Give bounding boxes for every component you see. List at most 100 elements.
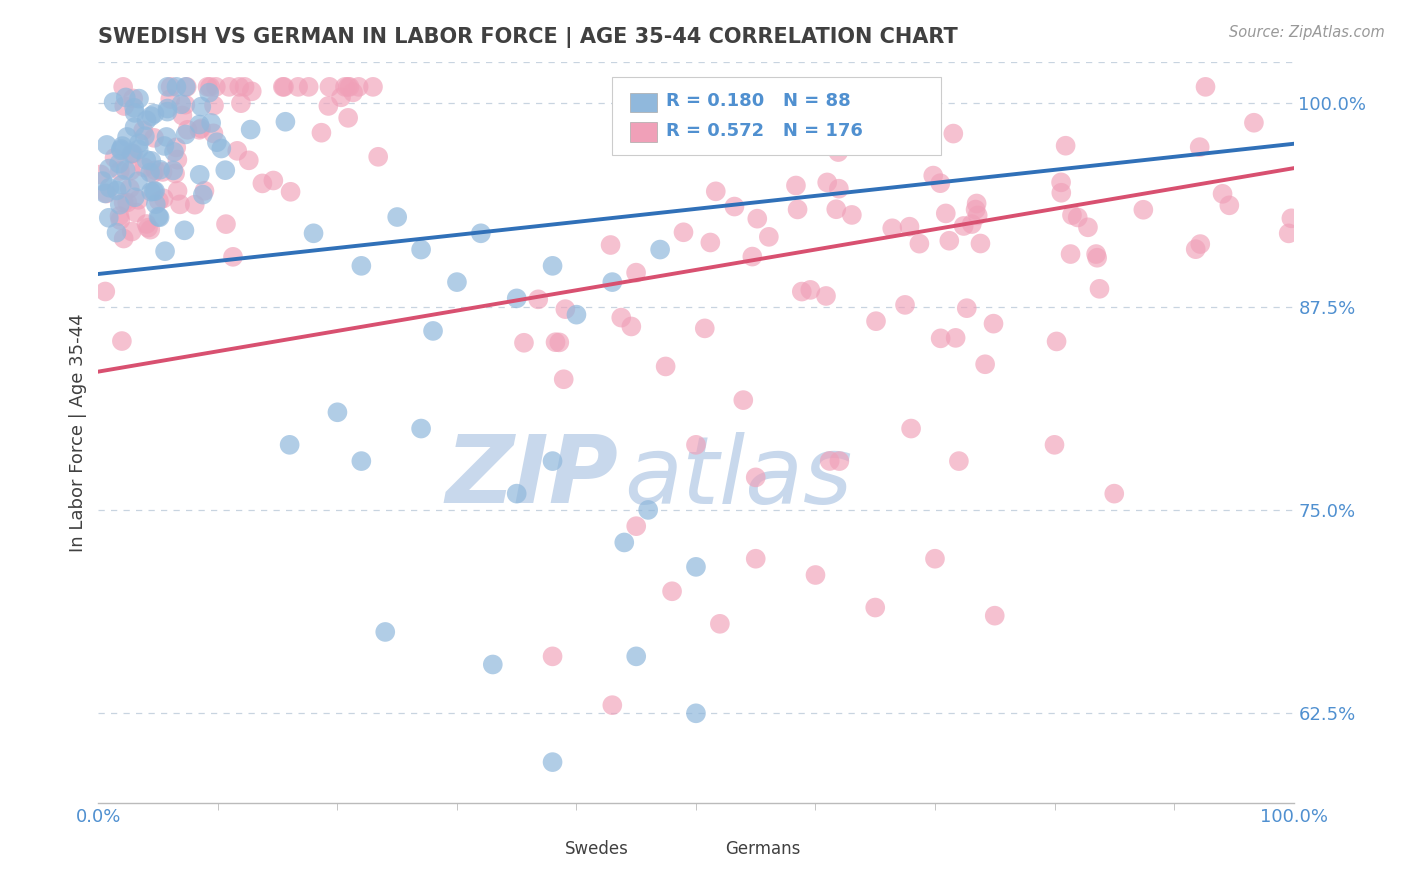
- Point: [141, 153, 163, 168]
- Point: [929, 176, 952, 190]
- Point: [1194, 79, 1216, 94]
- Point: [527, 293, 550, 307]
- Point: [122, 101, 145, 115]
- Point: [626, 519, 648, 533]
- Point: [174, 128, 197, 142]
- Point: [541, 649, 564, 664]
- Point: [188, 118, 211, 132]
- Point: [198, 79, 221, 94]
- Point: [733, 393, 755, 408]
- Point: [350, 454, 373, 468]
- Point: [1050, 186, 1073, 200]
- Point: [155, 130, 177, 145]
- Point: [553, 372, 575, 386]
- Point: [1184, 242, 1206, 256]
- Point: [153, 244, 176, 259]
- Point: [200, 116, 222, 130]
- Point: [205, 135, 228, 149]
- Point: [799, 283, 821, 297]
- Point: [1050, 175, 1073, 189]
- Point: [506, 292, 529, 306]
- Point: [135, 217, 157, 231]
- Point: [278, 438, 301, 452]
- Point: [786, 202, 808, 217]
- Point: [96, 186, 118, 201]
- Point: [1188, 140, 1211, 154]
- Point: [1077, 220, 1099, 235]
- Point: [1279, 211, 1302, 226]
- Point: [118, 181, 141, 195]
- Point: [112, 99, 135, 113]
- Text: R = 0.572   N = 176: R = 0.572 N = 176: [666, 121, 863, 139]
- Point: [548, 335, 571, 350]
- Point: [298, 79, 321, 94]
- Point: [174, 97, 197, 112]
- Point: [122, 146, 145, 161]
- Point: [828, 454, 851, 468]
- Point: [110, 144, 132, 158]
- Point: [983, 317, 1005, 331]
- Point: [143, 106, 166, 120]
- Point: [143, 163, 166, 178]
- Point: [544, 335, 567, 350]
- Point: [120, 163, 142, 178]
- Point: [165, 166, 187, 180]
- Point: [311, 126, 333, 140]
- Point: [262, 173, 284, 187]
- FancyBboxPatch shape: [630, 122, 657, 142]
- Point: [156, 104, 179, 119]
- Point: [139, 165, 162, 179]
- Text: SWEDISH VS GERMAN IN LABOR FORCE | AGE 35-44 CORRELATION CHART: SWEDISH VS GERMAN IN LABOR FORCE | AGE 3…: [98, 27, 957, 48]
- Point: [184, 197, 207, 211]
- Point: [758, 230, 780, 244]
- Point: [125, 205, 148, 219]
- Point: [142, 166, 165, 180]
- Point: [965, 202, 987, 217]
- Point: [945, 331, 967, 345]
- Point: [1054, 138, 1077, 153]
- Point: [142, 184, 165, 198]
- Point: [108, 156, 131, 170]
- Point: [610, 310, 633, 325]
- Point: [128, 92, 150, 106]
- Point: [984, 608, 1007, 623]
- Point: [1218, 198, 1240, 212]
- Point: [804, 568, 827, 582]
- Point: [193, 184, 215, 198]
- Point: [966, 208, 988, 222]
- Point: [894, 298, 917, 312]
- Point: [908, 236, 931, 251]
- Point: [506, 486, 529, 500]
- Point: [599, 238, 621, 252]
- Point: [648, 243, 672, 257]
- Point: [233, 79, 256, 94]
- Point: [974, 357, 997, 371]
- Point: [209, 141, 232, 155]
- Point: [851, 87, 873, 102]
- Point: [1060, 208, 1083, 222]
- Point: [191, 187, 214, 202]
- Point: [330, 90, 353, 104]
- Point: [723, 200, 745, 214]
- Point: [90, 168, 112, 182]
- Point: [165, 79, 187, 94]
- Point: [446, 275, 468, 289]
- Point: [127, 193, 149, 207]
- Point: [135, 113, 157, 128]
- Point: [103, 95, 125, 109]
- Point: [108, 198, 131, 212]
- Point: [1132, 202, 1154, 217]
- Point: [170, 97, 193, 112]
- Point: [318, 79, 340, 94]
- Point: [105, 226, 128, 240]
- Point: [1278, 227, 1301, 241]
- Point: [865, 314, 887, 328]
- Point: [190, 121, 212, 136]
- Point: [922, 169, 945, 183]
- Point: [94, 285, 117, 299]
- Point: [828, 182, 851, 196]
- Point: [156, 102, 179, 116]
- Point: [1045, 334, 1067, 349]
- Point: [1043, 438, 1066, 452]
- Point: [202, 98, 225, 112]
